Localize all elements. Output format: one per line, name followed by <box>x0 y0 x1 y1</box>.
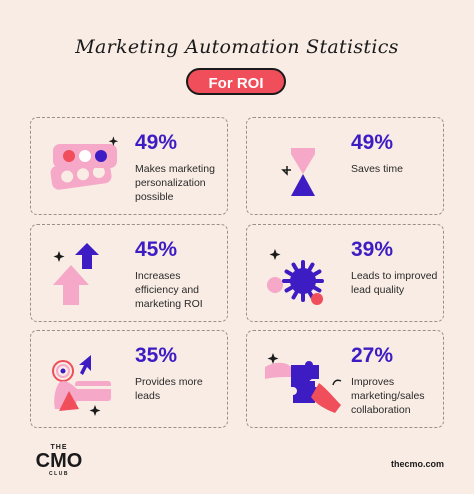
stat-description: Improves marketing/sales collaboration <box>351 376 425 416</box>
stat-card: 49% Saves time <box>246 117 444 215</box>
logo-main: CMO <box>35 450 83 472</box>
stat-value: 39% <box>351 238 394 261</box>
logo-bottom: CLUB <box>49 471 69 477</box>
stat-card: 27% Improves marketing/sales collaborati… <box>246 330 444 428</box>
stat-value: 49% <box>351 131 394 154</box>
burst-icon <box>267 249 324 305</box>
cmo-club-logo: THE CMO CLUB <box>34 444 84 477</box>
stat-description: Leads to improved lead quality <box>351 270 438 296</box>
stat-card: 35% Provides more leads <box>30 330 228 428</box>
stat-card: 45% Increases efficiency and marketing R… <box>30 224 228 322</box>
stat-value: 35% <box>135 344 178 367</box>
subtitle-badge: For ROI <box>186 68 286 95</box>
stat-value: 49% <box>135 131 178 154</box>
website-url: thecmo.com <box>390 459 444 469</box>
stat-value: 45% <box>135 238 178 261</box>
color-swatch-icon <box>50 136 119 190</box>
hourglass-icon <box>281 148 315 196</box>
cursor-card-icon <box>52 355 111 416</box>
stat-card: 49% Makes marketing personalization poss… <box>30 117 228 215</box>
logo-top: THE <box>50 444 68 451</box>
stat-card: 39% Leads to improved lead quality <box>246 224 444 322</box>
page-title: Marketing Automation Statistics <box>75 36 399 58</box>
stat-value: 27% <box>351 344 394 367</box>
stat-description: Saves time <box>351 163 403 175</box>
up-arrows-icon <box>53 243 99 305</box>
stat-description: Makes marketing personalization possible <box>135 163 215 203</box>
stat-description: Provides more leads <box>135 376 203 402</box>
puzzle-hands-icon <box>265 353 342 413</box>
stat-description: Increases efficiency and marketing ROI <box>135 270 203 310</box>
